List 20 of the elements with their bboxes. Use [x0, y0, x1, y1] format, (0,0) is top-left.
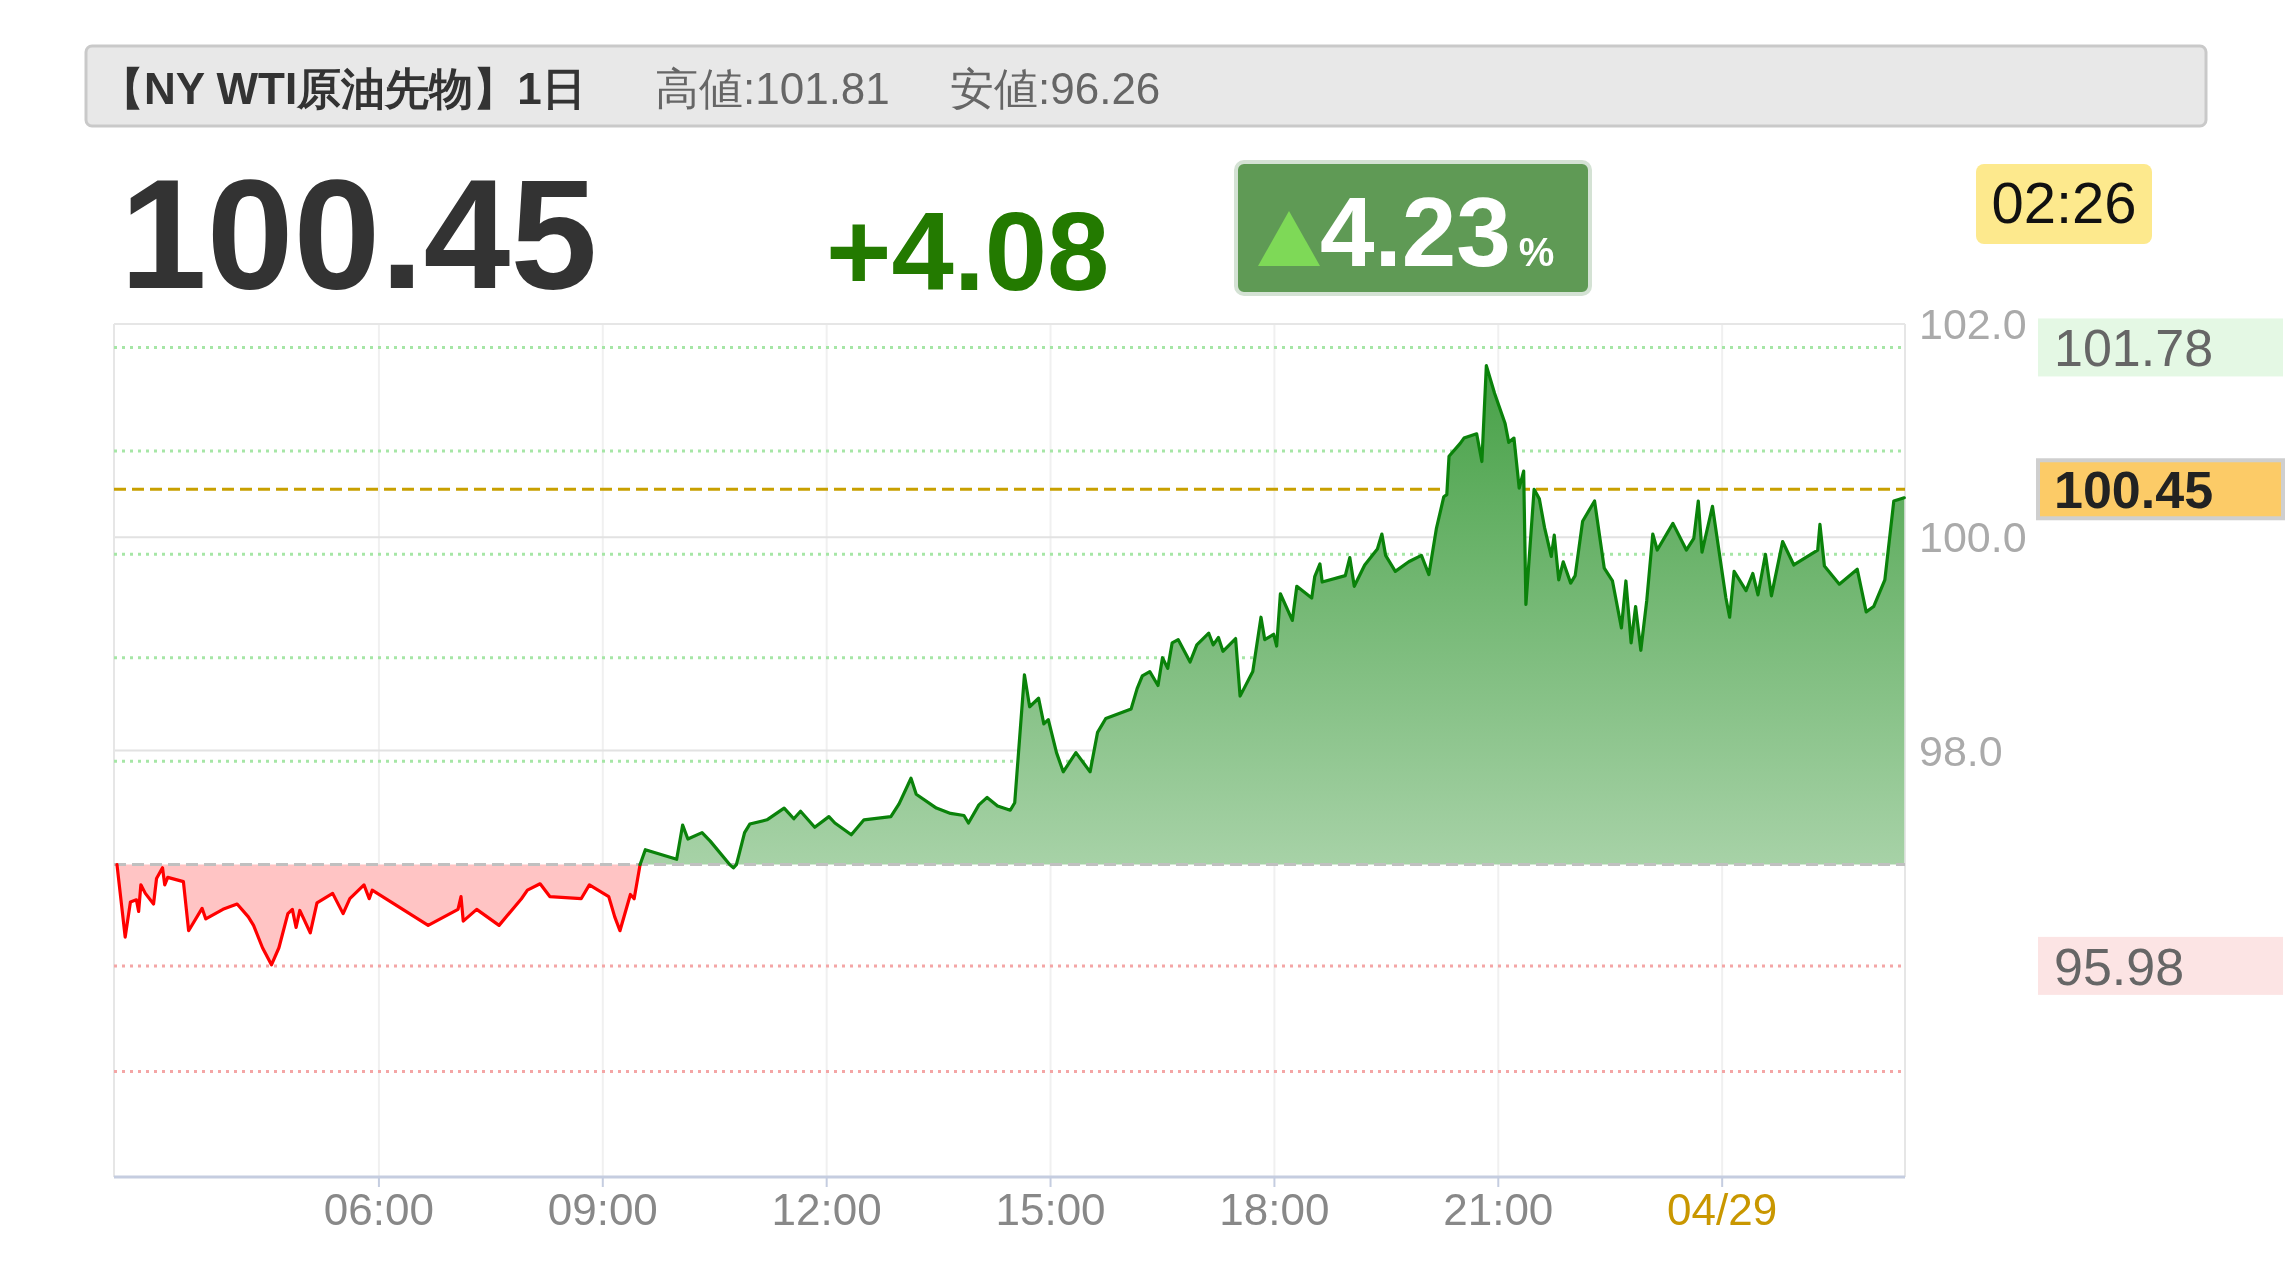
x-tick-label: 06:00 — [323, 1185, 434, 1234]
chart-title: 【NY WTI原油先物】1日 — [100, 64, 586, 113]
text: 02:26 — [1991, 170, 2137, 235]
ref-line-label: 95.98 — [2054, 937, 2185, 996]
y-tick-label: 98.0 — [1919, 726, 2003, 775]
x-tick-label: 18:00 — [1219, 1185, 1330, 1234]
ref-line-label: 100.45 — [2054, 461, 2214, 520]
ref-line-label: 101.78 — [2054, 319, 2214, 378]
text: 100.45 — [120, 147, 598, 321]
x-tick-label: 04/29 — [1667, 1185, 1778, 1234]
x-tick-label: 09:00 — [547, 1185, 658, 1234]
x-tick-label: 15:00 — [995, 1185, 1106, 1234]
x-tick-label: 21:00 — [1443, 1185, 1554, 1234]
text: 高値:101.81 — [655, 64, 890, 113]
x-tick-label: 12:00 — [771, 1185, 882, 1234]
text: +4.08 — [826, 189, 1110, 314]
text: 4.23% — [1320, 177, 1555, 287]
text: 安値:96.26 — [950, 64, 1161, 113]
y-tick-label: 100.0 — [1919, 513, 2027, 562]
y-tick-label: 102.0 — [1919, 300, 2027, 348]
